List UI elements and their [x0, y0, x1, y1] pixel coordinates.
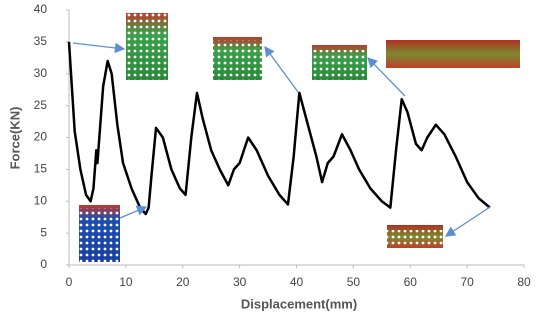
y-tick-label: 30 [34, 66, 48, 80]
data-line [67, 41, 491, 216]
arrows [72, 42, 491, 237]
x-tick-label: 60 [404, 275, 418, 289]
x-tick-label: 50 [347, 275, 361, 289]
x-tick-label: 40 [290, 275, 304, 289]
y-tick-label: 20 [34, 130, 48, 144]
inset-images [79, 13, 520, 262]
x-tick-label: 70 [460, 275, 474, 289]
y-tick-label: 5 [40, 225, 47, 239]
y-axis-title: Force(KN) [7, 107, 22, 170]
x-tick-label: 10 [119, 275, 133, 289]
y-tick-label: 35 [34, 34, 48, 48]
y-tick-label: 25 [34, 98, 48, 112]
x-tick-label: 80 [517, 275, 531, 289]
y-tick-label: 10 [34, 193, 48, 207]
x-axis-title: Displacement(mm) [241, 296, 357, 311]
x-tick-label: 20 [176, 275, 190, 289]
y-tick-label: 0 [40, 257, 47, 271]
x-tick-label: 0 [66, 275, 73, 289]
y-tick-label: 15 [34, 162, 48, 176]
y-tick-label: 40 [34, 2, 48, 16]
x-tick-label: 30 [233, 275, 247, 289]
